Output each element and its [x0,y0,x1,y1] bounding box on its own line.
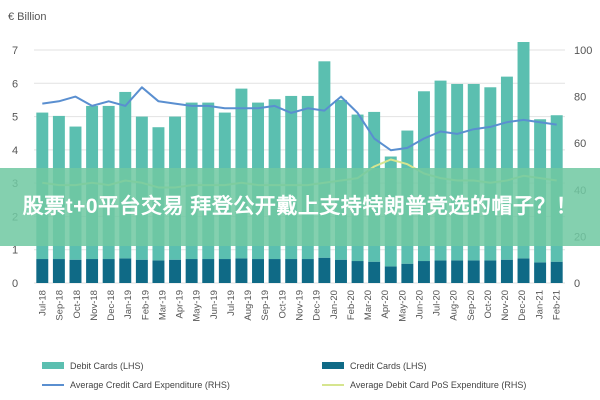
x-axis-tick-label: Sep-18 [55,290,66,321]
credit-card-bar [484,260,497,283]
legend-label: Credit Cards (LHS) [350,361,427,371]
credit-card-bar [500,259,513,283]
x-axis-tick-label: Jun-20 [414,290,425,319]
x-axis-tick-label: May-19 [192,290,203,322]
legend-label: Average Debit Card PoS Expenditure (RHS) [350,380,526,390]
x-axis-tick-label: Feb-21 [551,290,562,320]
x-axis-tick-label: Jun-19 [209,290,220,319]
x-axis-tick-label: Jan-19 [123,290,134,319]
legend-swatch [322,362,344,369]
x-axis-ticks: Jul-18 Sep-18 Oct-18 Nov-18 Dec-18 Jan-19 Feb-… [38,290,563,322]
x-axis-tick-label: Jul-18 [38,290,49,316]
x-axis-tick-label: Aug-20 [449,290,460,321]
right-axis-tick-label: 0 [574,278,580,290]
bar-series [36,42,563,283]
credit-card-bar [235,258,248,283]
banner-title: 股票t+0平台交易 拜登公开戴上支持特朗普竞选的帽子？！ [22,195,578,218]
x-axis-tick-label: Dec-19 [312,290,323,321]
avg-credit-expenditure-line [42,86,557,152]
credit-card-bar [36,259,49,283]
x-axis-tick-label: Dec-20 [517,290,528,321]
credit-card-bar [301,259,314,283]
left-axis-tick-label: 6 [12,78,18,90]
left-axis-tick-label: 1 [12,245,18,257]
credit-card-bar [517,258,530,283]
x-axis-tick-label: Feb-20 [346,290,357,320]
credit-card-bar [252,259,264,283]
credit-card-bar [152,260,165,283]
credit-card-bar [102,259,115,283]
credit-card-bar [52,259,65,283]
x-axis-tick-label: Sep-19 [260,290,271,321]
credit-card-bar [86,259,99,283]
x-axis-tick-label: Jan-20 [329,290,340,319]
x-axis-tick-label: Nov-19 [295,290,306,321]
x-axis-tick-label: Feb-19 [140,290,151,320]
credit-card-bar [384,266,397,283]
credit-card-bar [69,259,82,283]
credit-card-bar [417,261,430,283]
left-axis-tick-label: 5 [12,112,18,124]
x-axis-tick-label: Nov-18 [89,290,100,321]
debit-card-bar [318,61,331,258]
credit-card-bar [318,257,331,283]
x-axis-tick-label: Apr-20 [380,290,391,319]
credit-card-bar [467,260,480,283]
x-axis-tick-label: Aug-19 [243,290,254,321]
x-axis-tick-label: Nov-20 [500,290,511,321]
left-axis-label: € Billion [8,11,47,23]
credit-card-bar [451,260,464,283]
x-axis-tick-label: Oct-18 [72,290,83,319]
credit-card-bar [135,259,148,283]
x-axis-tick-label: Sep-20 [466,290,477,321]
left-axis-tick-label: 4 [12,145,18,157]
credit-card-bar [434,260,447,283]
legend: Debit Cards (LHS) Credit Cards (LHS) Avera… [42,361,526,390]
right-axis-tick-label: 60 [574,138,586,150]
credit-card-bar [202,259,215,283]
overlay-banner: 股票t+0平台交易 拜登公开戴上支持特朗普竞选的帽子？！ [0,168,600,246]
credit-card-bar [218,259,231,283]
credit-card-bar [335,259,347,283]
credit-card-bar [351,261,364,283]
right-axis-tick-label: 80 [574,92,586,104]
x-axis-tick-label: Jul-20 [432,290,443,316]
legend-label: Debit Cards (LHS) [70,361,144,371]
left-axis-tick-label: 7 [12,45,18,57]
credit-card-bar [268,259,281,283]
x-axis-tick-label: Jan-21 [534,290,545,319]
credit-card-bar [550,261,563,283]
right-axis-tick-label: 100 [574,45,592,57]
legend-swatch [42,362,64,369]
x-axis-tick-label: May-20 [397,290,408,322]
x-axis-tick-label: Jul-19 [226,290,237,316]
x-axis-tick-label: Mar-19 [158,290,169,320]
credit-card-bar [401,263,414,283]
credit-card-bar [285,259,298,283]
credit-card-bar [169,259,182,283]
credit-card-bar [534,262,547,283]
credit-card-bar [368,261,381,283]
x-axis-tick-label: Apr-19 [175,290,186,319]
x-axis-tick-label: Oct-20 [483,290,494,319]
x-axis-tick-label: Mar-20 [363,290,374,320]
x-axis-tick-label: Dec-18 [106,290,117,321]
debit-card-bar [517,42,530,259]
left-axis-tick-label: 0 [12,278,18,290]
legend-label: Average Credit Card Expenditure (RHS) [70,380,230,390]
credit-card-bar [185,259,198,283]
credit-card-bar [119,258,132,283]
x-axis-tick-label: Oct-19 [277,290,288,319]
